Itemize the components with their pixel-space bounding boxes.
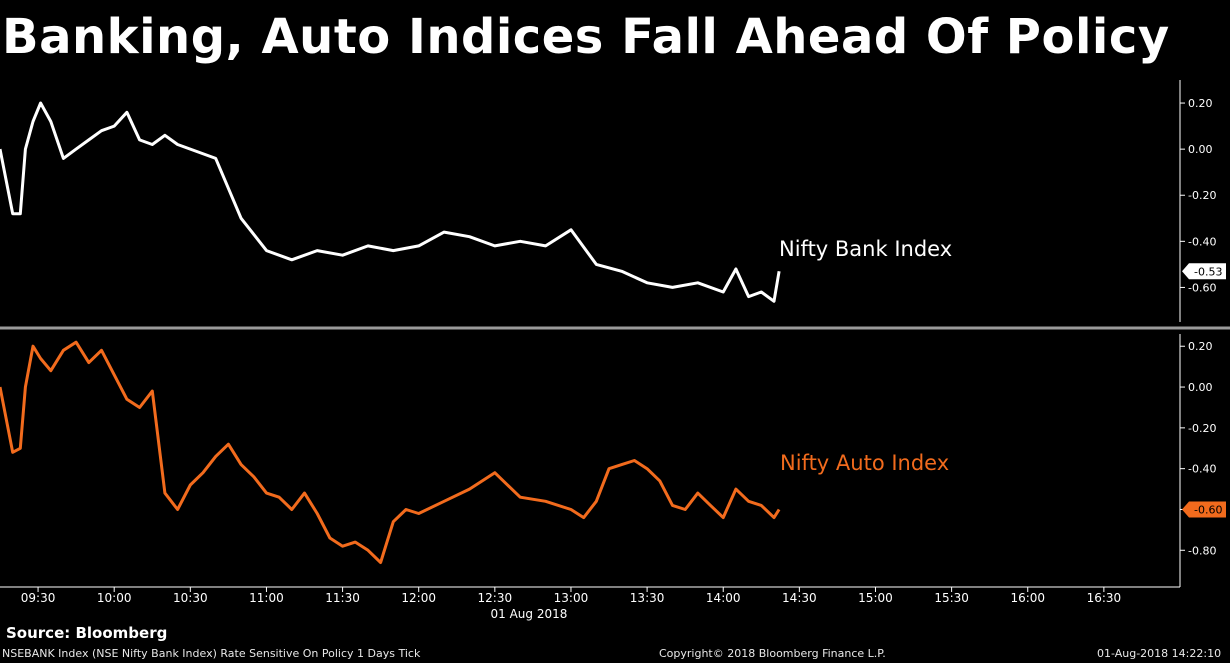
y-tick-label: 0.20 xyxy=(1188,340,1213,353)
x-axis: 09:30 10:00 10:30 11:00 11:30 12:00 12:30 13:00… xyxy=(0,586,1180,621)
x-tick-label: 14:00 xyxy=(706,591,741,605)
series-line-bank xyxy=(0,101,781,303)
y-tick-label: -0.80 xyxy=(1188,544,1216,557)
panel-auto: 0.20 0.00 -0.20 -0.40 -0.60 -0.80 Nifty Auto I… xyxy=(0,334,1226,587)
y-tick-label: -0.40 xyxy=(1188,235,1216,248)
y-tick-label: -0.60 xyxy=(1188,281,1216,294)
panel-bank: 0.20 0.00 -0.20 -0.40 -0.60 Nifty Bank Index -… xyxy=(0,80,1226,322)
source-label: Source: Bloomberg xyxy=(6,624,168,642)
chart-area: 0.20 0.00 -0.20 -0.40 -0.60 Nifty Bank Index -… xyxy=(0,80,1230,621)
footer-security-description: NSEBANK Index (NSE Nifty Bank Index) Rat… xyxy=(2,647,421,660)
y-tick-label: -0.20 xyxy=(1188,422,1216,435)
y-tick-label: 0.00 xyxy=(1188,381,1213,394)
x-tick-label: 12:00 xyxy=(401,591,436,605)
last-value-label-bank: -0.53 xyxy=(1194,265,1222,278)
footer-timestamp: 01-Aug-2018 14:22:10 xyxy=(1097,647,1222,660)
y-tick-label: 0.00 xyxy=(1188,143,1213,156)
last-value-label-auto: -0.60 xyxy=(1194,503,1222,516)
x-tick-label: 10:00 xyxy=(97,591,132,605)
y-tick-label: -0.20 xyxy=(1188,189,1216,202)
last-value-tag-auto xyxy=(1182,501,1226,518)
series-label-auto: Nifty Auto Index xyxy=(780,451,949,475)
last-value-tag-bank xyxy=(1182,263,1226,280)
x-tick-label: 13:30 xyxy=(630,591,665,605)
x-tick-label: 12:30 xyxy=(478,591,513,605)
x-tick-label: 09:30 xyxy=(21,591,56,605)
x-tick-label: 11:00 xyxy=(249,591,284,605)
x-tick-label: 15:00 xyxy=(858,591,893,605)
x-tick-label: 11:30 xyxy=(325,591,360,605)
series-label-bank: Nifty Bank Index xyxy=(779,237,952,261)
chart-title: Banking, Auto Indices Fall Ahead Of Poli… xyxy=(2,9,1170,65)
series-line-auto xyxy=(0,340,781,564)
y-tick-label: -0.40 xyxy=(1188,463,1216,476)
x-tick-label: 16:30 xyxy=(1087,591,1122,605)
x-tick-label: 13:00 xyxy=(554,591,589,605)
x-date-label: 01 Aug 2018 xyxy=(491,607,568,621)
footer-copyright: Copyright© 2018 Bloomberg Finance L.P. xyxy=(659,647,886,660)
x-tick-label: 10:30 xyxy=(173,591,208,605)
y-tick-label: 0.20 xyxy=(1188,97,1213,110)
x-tick-label: 14:30 xyxy=(782,591,817,605)
x-tick-label: 15:30 xyxy=(934,591,969,605)
x-tick-label: 16:00 xyxy=(1010,591,1045,605)
